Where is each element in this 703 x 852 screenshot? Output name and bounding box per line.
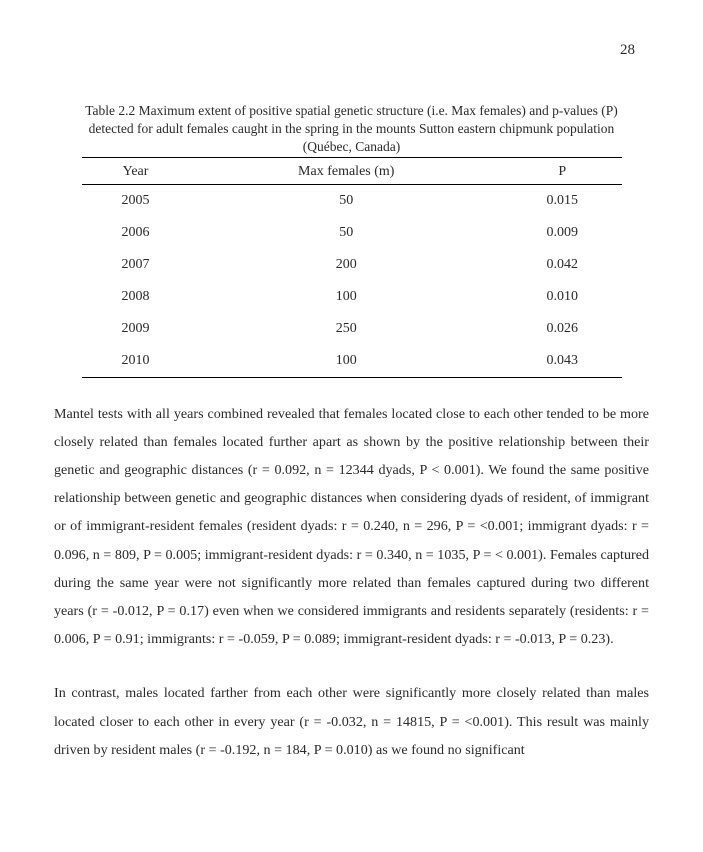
table-header-row: Year Max females (m) P bbox=[82, 157, 622, 184]
table-row: 2010 100 0.043 bbox=[82, 345, 622, 378]
col-year: Year bbox=[82, 157, 190, 184]
col-p: P bbox=[503, 157, 622, 184]
table-row: 2005 50 0.015 bbox=[82, 184, 622, 217]
cell-max: 250 bbox=[190, 313, 503, 345]
paragraph-1: Mantel tests with all years combined rev… bbox=[54, 400, 649, 654]
cell-p: 0.009 bbox=[503, 217, 622, 249]
table-row: 2009 250 0.026 bbox=[82, 313, 622, 345]
cell-year: 2005 bbox=[82, 184, 190, 217]
cell-year: 2008 bbox=[82, 281, 190, 313]
cell-p: 0.010 bbox=[503, 281, 622, 313]
table-caption: Table 2.2 Maximum extent of positive spa… bbox=[57, 102, 647, 157]
cell-max: 50 bbox=[190, 184, 503, 217]
col-max-females: Max females (m) bbox=[190, 157, 503, 184]
cell-year: 2009 bbox=[82, 313, 190, 345]
cell-p: 0.043 bbox=[503, 345, 622, 378]
cell-p: 0.042 bbox=[503, 249, 622, 281]
caption-line-1: Table 2.2 Maximum extent of positive spa… bbox=[85, 103, 618, 118]
caption-line-3: (Québec, Canada) bbox=[303, 139, 400, 154]
page-number: 28 bbox=[620, 42, 635, 59]
cell-p: 0.015 bbox=[503, 184, 622, 217]
table-2-2: Year Max females (m) P 2005 50 0.015 200… bbox=[82, 157, 622, 378]
page: 28 Table 2.2 Maximum extent of positive … bbox=[0, 0, 703, 852]
cell-max: 100 bbox=[190, 281, 503, 313]
table-row: 2007 200 0.042 bbox=[82, 249, 622, 281]
caption-line-2: detected for adult females caught in the… bbox=[89, 121, 615, 136]
cell-p: 0.026 bbox=[503, 313, 622, 345]
cell-max: 200 bbox=[190, 249, 503, 281]
cell-year: 2010 bbox=[82, 345, 190, 378]
cell-year: 2006 bbox=[82, 217, 190, 249]
paragraph-2: In contrast, males located farther from … bbox=[54, 679, 649, 764]
data-table: Year Max females (m) P 2005 50 0.015 200… bbox=[82, 157, 622, 378]
cell-year: 2007 bbox=[82, 249, 190, 281]
cell-max: 50 bbox=[190, 217, 503, 249]
table-row: 2008 100 0.010 bbox=[82, 281, 622, 313]
table-row: 2006 50 0.009 bbox=[82, 217, 622, 249]
cell-max: 100 bbox=[190, 345, 503, 378]
